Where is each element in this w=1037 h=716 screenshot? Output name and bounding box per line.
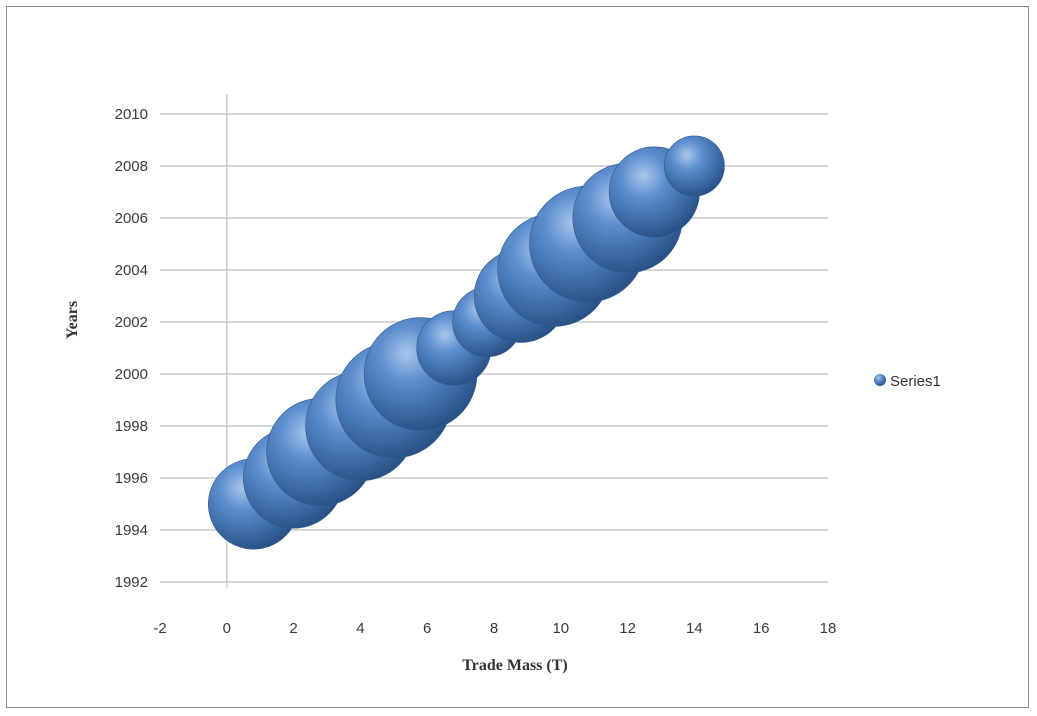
y-tick-label: 2002 <box>115 314 148 331</box>
y-tick-label: 2008 <box>115 158 148 175</box>
y-tick-label: 1994 <box>115 522 148 539</box>
x-tick-label: 2 <box>289 620 297 637</box>
y-tick-label: 1998 <box>115 418 148 435</box>
legend: Series1 <box>874 373 941 390</box>
x-tick-label: 10 <box>552 620 569 637</box>
x-tick-label: 0 <box>223 620 231 637</box>
x-tick-label: 12 <box>619 620 636 637</box>
x-tick-label: 6 <box>423 620 431 637</box>
y-axis-title: Years <box>64 301 81 339</box>
x-tick-label: 16 <box>753 620 770 637</box>
y-tick-label: 2006 <box>115 210 148 227</box>
legend-label: Series1 <box>890 373 941 390</box>
y-tick-label: 2010 <box>115 106 148 123</box>
bubble-point <box>664 135 725 197</box>
x-tick-label: 8 <box>490 620 498 637</box>
x-tick-label: 18 <box>820 620 837 637</box>
y-tick-label: 2000 <box>115 366 148 383</box>
y-tick-label: 2004 <box>115 262 148 279</box>
y-tick-label: 1992 <box>115 574 148 591</box>
x-tick-label: 14 <box>686 620 703 637</box>
y-tick-label: 1996 <box>115 470 148 487</box>
x-tick-labels: -2 0 2 4 6 8 10 12 14 16 18 <box>153 620 836 637</box>
x-tick-label: -2 <box>153 620 166 637</box>
chart-frame <box>6 6 1029 708</box>
y-tick-labels: 1992 1994 1996 1998 2000 2002 2004 2006 2008 2010 <box>115 106 148 591</box>
x-tick-label: 4 <box>356 620 364 637</box>
x-axis-title: Trade Mass (T) <box>462 657 567 674</box>
legend-marker <box>874 374 886 386</box>
bubble-series <box>208 135 725 550</box>
